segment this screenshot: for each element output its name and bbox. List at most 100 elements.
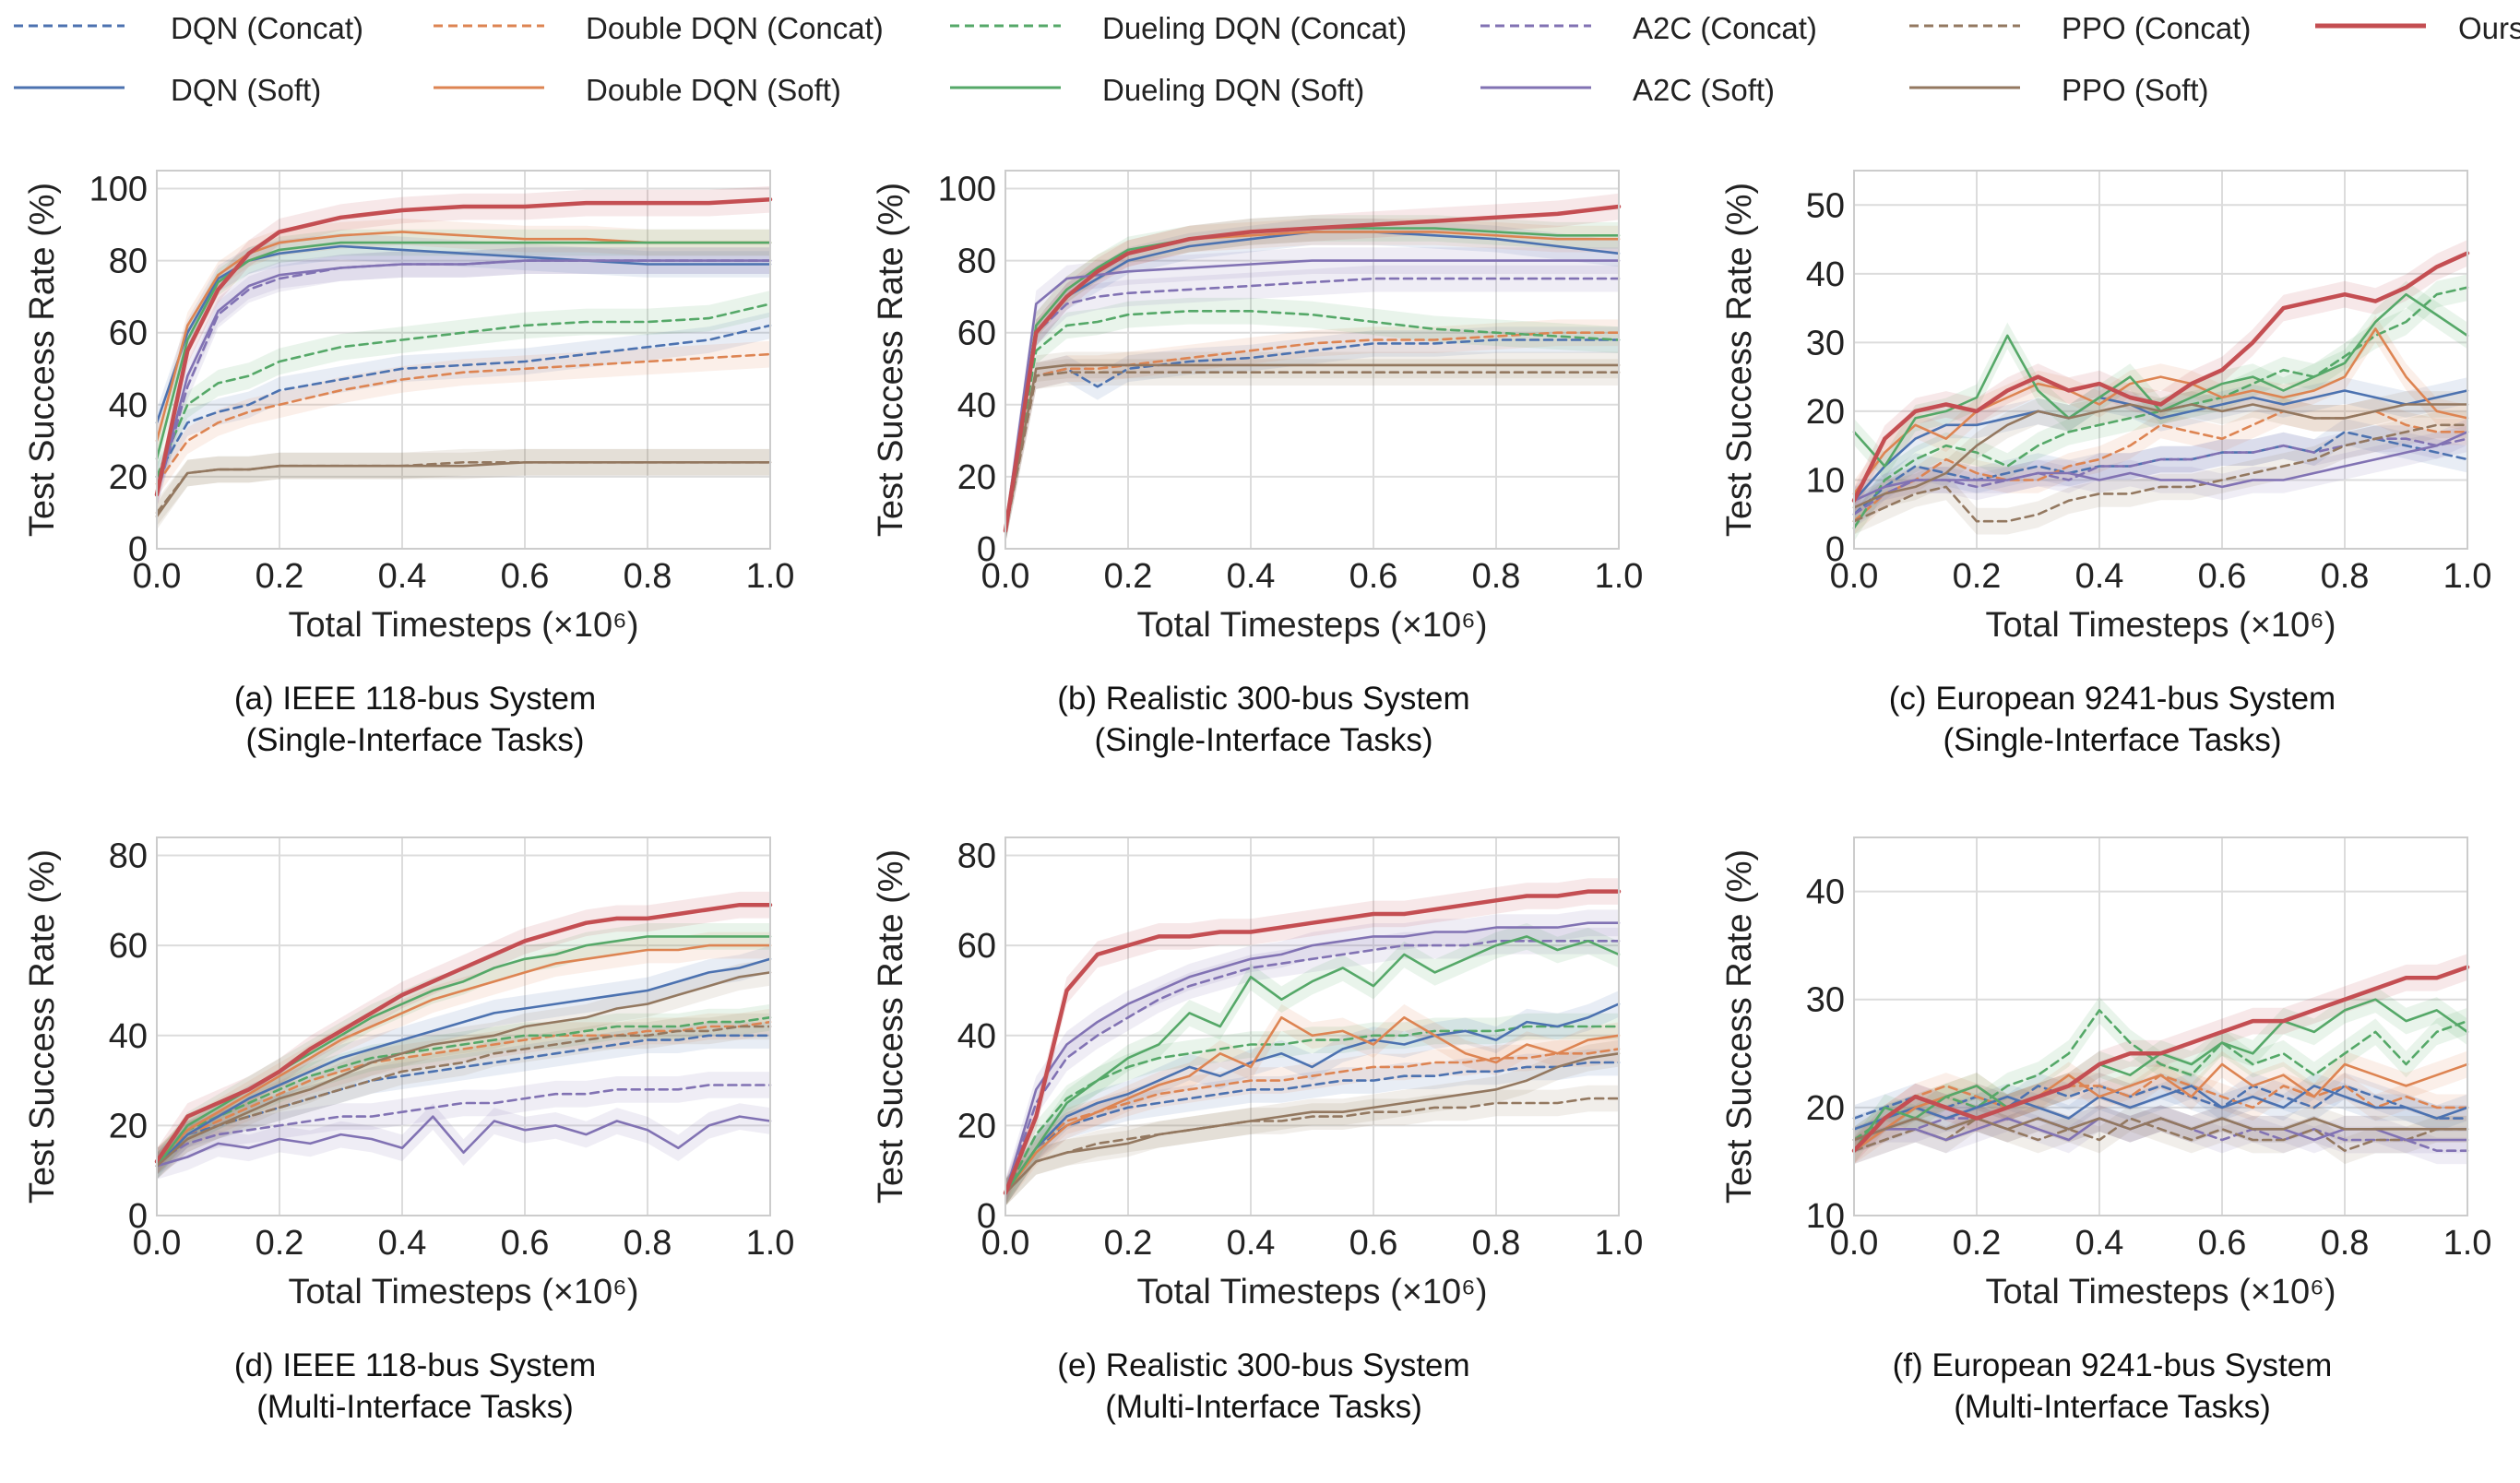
series-line-double-dqn-concat — [155, 352, 772, 485]
series-line-ppo-concat — [1852, 423, 2469, 523]
y-tick-label: 80 — [109, 837, 148, 876]
x-tick-label: 0.8 — [624, 1224, 672, 1263]
x-tick-label: 0.6 — [2198, 1224, 2247, 1263]
series-line-a2c-soft — [155, 1115, 772, 1168]
y-tick-label: 10 — [1806, 461, 1845, 500]
legend-label: Double DQN (Concat) — [586, 11, 884, 45]
band-dqn-concat — [157, 312, 770, 491]
caption-c-line2: (Single-Interface Tasks) — [1943, 722, 2282, 758]
series-line-ppo-soft — [1852, 403, 2469, 509]
legend-item-a2c-concat: A2C (Concat) — [1480, 7, 1896, 45]
legend-swatch — [950, 24, 1061, 28]
y-tick-label: 0 — [128, 530, 148, 569]
series-line-ppo-concat — [1004, 1097, 1621, 1194]
legend-label: PPO (Concat) — [2062, 11, 2252, 45]
y-axis-label: Test Success Rate (%) — [872, 849, 910, 1204]
plot-area — [1854, 837, 2467, 1216]
band-ours — [1854, 240, 2467, 515]
y-tick-label: 30 — [1806, 981, 1845, 1020]
x-tick-label: 0.4 — [2075, 1224, 2124, 1263]
band-a2c-concat — [157, 247, 770, 508]
series-line-a2c-soft — [155, 259, 772, 496]
plot-frame — [1004, 170, 1620, 550]
caption-c: (c) European 9241-bus System (Single-Int… — [1697, 678, 2520, 761]
y-tick-label: 100 — [938, 171, 996, 209]
y-tick-label: 0 — [977, 1197, 996, 1236]
x-tick-label: 0.8 — [2321, 1224, 2370, 1263]
series-line-ppo-soft — [1852, 1117, 2469, 1142]
y-tick-label: 20 — [109, 458, 148, 497]
x-tick-label: 0.2 — [1953, 557, 2002, 596]
series-line-double-dqn-concat — [155, 1020, 772, 1163]
x-tick-label: 0.0 — [133, 557, 182, 596]
x-tick-label: 0.0 — [981, 1224, 1030, 1263]
x-tick-label: 0.8 — [2321, 557, 2370, 596]
chart-b: 0.0 0.2 0.4 0.6 0.8 1.0 0 20 40 60 80 100 Total Time… — [872, 170, 1644, 645]
x-axis-label: Total Timesteps (×10⁶) — [289, 1273, 639, 1311]
band-dqn-concat — [1005, 326, 1619, 544]
band-dueling-dqn-soft — [1005, 215, 1619, 544]
x-tick-label: 0.8 — [1472, 557, 1521, 596]
x-tick-label: 0.4 — [2075, 557, 2124, 596]
series-line-ours — [154, 196, 773, 497]
caption-e: (e) Realistic 300-bus System (Multi-Inte… — [849, 1345, 1679, 1428]
x-axis-label: Total Timesteps (×10⁶) — [1137, 606, 1488, 645]
caption-b: (b) Realistic 300-bus System (Single-Int… — [849, 678, 1679, 761]
band-double-dqn-concat — [157, 1008, 770, 1175]
x-tick-label: 0.0 — [981, 557, 1030, 596]
series-line-double-dqn-concat — [1004, 1048, 1621, 1194]
band-ppo-soft — [1854, 391, 2467, 521]
band-dueling-dqn-soft — [1854, 280, 2467, 480]
series-line-dqn-concat — [1852, 431, 2469, 516]
series-line-dqn-soft — [1004, 1003, 1621, 1194]
y-tick-label: 20 — [109, 1107, 148, 1145]
series-line-ppo-soft — [155, 461, 772, 518]
y-tick-label: 10 — [1806, 1197, 1845, 1236]
y-tick-label: 60 — [957, 314, 996, 353]
x-tick-label: 1.0 — [1595, 557, 1644, 596]
y-tick-label: 0 — [977, 530, 996, 569]
band-ours — [157, 891, 770, 1175]
series-line-double-dqn-soft — [155, 943, 772, 1163]
legend-item-ppo-soft: PPO (Soft) — [1909, 69, 2324, 107]
legend-swatch — [1909, 24, 2020, 28]
legend-item-dueling-dqn-concat: Dueling DQN (Concat) — [950, 7, 1407, 45]
band-a2c-concat — [1005, 927, 1619, 1206]
legend-item-ppo-concat: PPO (Concat) — [1909, 7, 2324, 45]
caption-c-line1: (c) European 9241-bus System — [1888, 681, 2336, 717]
legend-item-dueling-dqn-soft: Dueling DQN (Soft) — [950, 69, 1365, 107]
plot-area — [1005, 837, 1619, 1216]
caption-b-line1: (b) Realistic 300-bus System — [1057, 681, 1470, 717]
caption-d: (d) IEEE 118-bus System (Multi-Interface… — [0, 1345, 830, 1428]
series-line-double-dqn-soft — [1004, 1015, 1621, 1194]
plot-frame — [156, 170, 771, 550]
caption-e-line1: (e) Realistic 300-bus System — [1057, 1347, 1470, 1383]
x-tick-label: 0.0 — [133, 1224, 182, 1263]
band-dqn-soft — [157, 945, 770, 1180]
legend-swatch — [1909, 86, 2020, 89]
legend-swatch — [1480, 86, 1591, 89]
series-line-double-dqn-concat — [1004, 331, 1621, 532]
x-tick-label: 0.6 — [501, 1224, 550, 1263]
panel-f: 0.0 0.2 0.4 0.6 0.8 1.0 10 20 30 40 Total Timestep… — [1697, 819, 2520, 1483]
series-line-double-dqn-soft — [1852, 327, 2469, 495]
y-tick-label: 40 — [957, 1017, 996, 1056]
band-a2c-concat — [1005, 265, 1619, 544]
band-ppo-soft — [157, 959, 770, 1180]
band-ppo-soft — [157, 448, 770, 530]
legend-item-dqn-soft: DQN (Soft) — [14, 69, 429, 107]
series-line-ours — [1851, 251, 2470, 504]
x-tick-label: 0.2 — [1104, 557, 1153, 596]
series-line-dueling-dqn-concat — [1852, 286, 2469, 529]
series-line-dqn-soft — [155, 244, 772, 424]
band-ppo-concat — [157, 448, 770, 527]
x-tick-label: 0.2 — [1104, 1224, 1153, 1263]
y-tick-label: 80 — [109, 243, 148, 281]
y-tick-label: 30 — [1806, 324, 1845, 362]
chart-e: 0.0 0.2 0.4 0.6 0.8 1.0 0 20 40 60 80 Total Timeste… — [872, 836, 1643, 1311]
caption-e-line2: (Multi-Interface Tasks) — [1105, 1389, 1422, 1425]
x-tick-label: 1.0 — [2443, 557, 2492, 596]
series-line-ppo-soft — [1004, 363, 1621, 532]
plot-frame — [1853, 170, 2468, 550]
y-axis-label: Test Success Rate (%) — [23, 849, 62, 1204]
